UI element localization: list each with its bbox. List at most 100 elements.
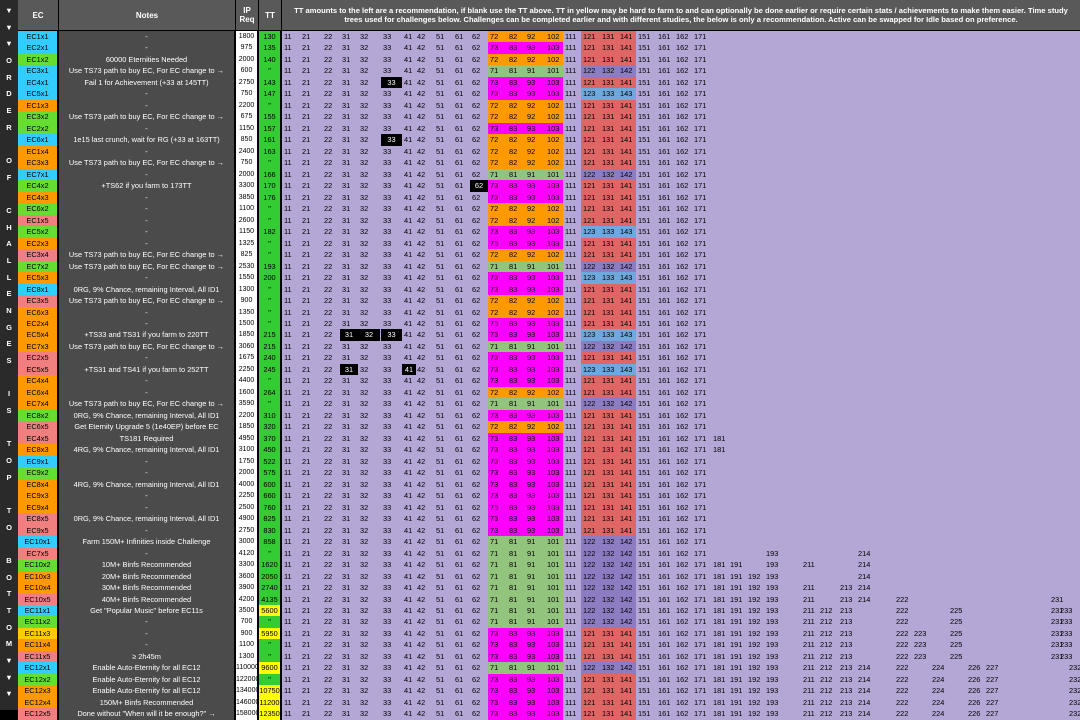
time-study-11: 11 [284, 227, 292, 237]
table-row: EC4x5 TS181 Required 4950 370 11 21 22 31 32 33 41… [18, 432, 1080, 445]
study-tree-band [282, 340, 1080, 353]
time-study-62: 62 [472, 112, 481, 122]
time-study-41: 41 [404, 548, 413, 558]
time-study-181: 181 [713, 433, 726, 443]
time-study-142: 142 [618, 260, 636, 273]
time-study-162: 162 [676, 319, 689, 328]
time-study-224: 224 [932, 663, 945, 673]
time-study-41: 41 [404, 123, 413, 133]
time-study-22: 22 [324, 341, 333, 351]
time-study-41: 41 [404, 238, 413, 248]
notes-cell: - [59, 501, 235, 514]
time-study-162: 162 [676, 537, 689, 547]
time-study-131: 131 [600, 639, 618, 652]
time-study-162: 162 [676, 456, 689, 466]
time-study-73: 73 [488, 42, 507, 55]
time-study-132: 132 [600, 547, 618, 560]
time-study-111: 111 [565, 54, 577, 64]
study-tree-band [282, 444, 1080, 457]
time-study-193: 193 [766, 674, 779, 684]
time-study-143: 143 [618, 88, 636, 101]
ip-req-cell: 900 [236, 295, 258, 308]
time-study-42: 42 [417, 319, 426, 328]
time-study-22: 22 [324, 617, 333, 627]
table-row: EC8x2 0RG, 9% Chance, remaining Interval,… [18, 409, 1080, 422]
time-study-41: 41 [404, 433, 413, 443]
time-study-41: 41 [404, 606, 413, 615]
time-study-171: 171 [694, 663, 707, 673]
time-study-93: 93 [525, 329, 545, 342]
time-study-102: 102 [545, 31, 563, 43]
time-study-41: 41 [404, 54, 413, 64]
ip-req-cell: 2250 [236, 490, 258, 503]
ip-req-cell: 2250 [236, 363, 258, 376]
time-study-51: 51 [436, 640, 445, 650]
time-study-41: 41 [404, 192, 413, 202]
time-study-82: 82 [507, 145, 525, 158]
time-study-33: 33 [383, 674, 392, 684]
time-study-21: 21 [302, 617, 311, 627]
time-study-11: 11 [284, 628, 292, 638]
time-study-62: 62 [472, 364, 481, 374]
time-study-93: 93 [525, 122, 545, 135]
time-study-71: 71 [488, 593, 507, 606]
time-study-151: 151 [638, 571, 651, 581]
notes-cell: Get "Popular Music" before EC11s [59, 605, 235, 617]
time-study-11: 11 [284, 192, 292, 202]
time-study-171: 171 [694, 433, 707, 443]
time-study-101: 101 [545, 398, 563, 411]
notes-cell: 10M+ Binfs Recommended [59, 559, 235, 572]
time-study-41: 41 [404, 66, 413, 76]
time-study-161: 161 [658, 583, 671, 593]
ip-req-cell: 110000 [236, 662, 258, 675]
time-study-11: 11 [284, 376, 292, 386]
ec-cell: EC10x5 [18, 593, 58, 606]
time-study-62: 62 [472, 135, 481, 145]
time-study-171: 171 [694, 548, 707, 558]
time-study-103: 103 [545, 455, 563, 468]
time-study-103: 103 [545, 191, 563, 204]
time-study-51: 51 [436, 399, 445, 409]
time-study-42: 42 [417, 169, 426, 179]
time-study-141: 141 [618, 409, 636, 422]
time-study-72: 72 [488, 203, 507, 216]
table-row: EC7x3 Use TS73 path to buy EC, For EC cha… [18, 340, 1080, 353]
time-study-162: 162 [676, 261, 689, 271]
time-study-171: 171 [694, 709, 707, 719]
time-study-142: 142 [618, 616, 636, 629]
time-study-131: 131 [600, 650, 618, 663]
ec-cell: EC6x5 [18, 421, 58, 434]
time-study-123: 123 [581, 88, 600, 101]
time-study-31: 31 [342, 273, 351, 283]
time-study-162: 162 [676, 135, 689, 145]
ip-req-cell: 700 [236, 616, 258, 629]
time-study-73: 73 [488, 88, 507, 101]
time-study-21: 21 [302, 560, 311, 570]
time-study-22: 22 [324, 112, 333, 122]
time-study-21: 21 [302, 674, 311, 684]
study-tree-band [282, 42, 1080, 55]
sidebar-letter: D [6, 89, 12, 99]
time-study-22: 22 [324, 537, 333, 547]
time-study-161: 161 [658, 617, 671, 627]
time-study-51: 51 [436, 651, 445, 661]
ip-req-cell: 2750 [236, 524, 258, 537]
ec-cell: EC2x3 [18, 237, 58, 250]
time-study-62: 62 [472, 560, 481, 570]
time-study-22: 22 [324, 273, 333, 283]
time-study-121: 121 [581, 122, 600, 135]
time-study-141: 141 [618, 42, 636, 55]
time-study-41: 41 [404, 502, 413, 512]
ec-cell: EC9x1 [18, 455, 58, 468]
time-study-22: 22 [324, 663, 333, 673]
time-study-33: 33 [383, 560, 392, 570]
time-study-32: 32 [360, 112, 369, 122]
time-study-92: 92 [525, 134, 545, 147]
time-study-151: 151 [638, 709, 651, 719]
time-study-171: 171 [694, 514, 707, 524]
time-study-71: 71 [488, 398, 507, 411]
time-study-33: 33 [383, 479, 392, 489]
time-study-41: 41 [404, 227, 413, 237]
notes-cell: +TS33 and TS31 if you farm to 220TT [59, 329, 235, 342]
time-study-61: 61 [455, 548, 464, 558]
